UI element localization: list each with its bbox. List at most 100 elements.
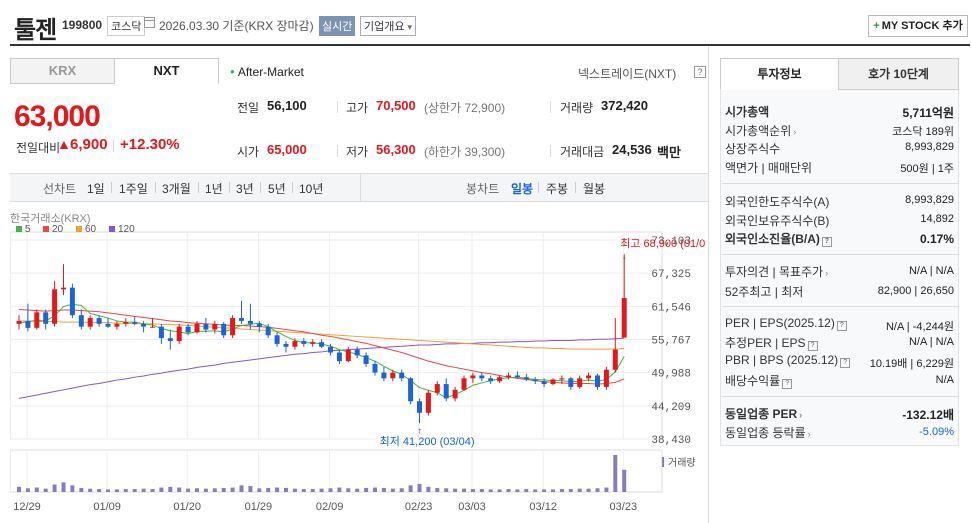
volume-bar xyxy=(515,489,520,492)
volume-bar xyxy=(408,485,413,492)
volume-bar xyxy=(364,487,369,492)
candle-body xyxy=(586,375,592,379)
candle-monthly[interactable]: 월봉 xyxy=(583,182,606,196)
x-tick-label: 02/23 xyxy=(405,501,433,513)
help-icon[interactable]: ? xyxy=(836,321,847,331)
volume-bar xyxy=(444,488,449,492)
help-icon[interactable]: ? xyxy=(840,358,851,368)
tab-investment-info[interactable]: 투자정보 xyxy=(720,58,839,90)
divider xyxy=(155,182,156,193)
nextrade-label: 넥스트레이드(NXT) xyxy=(578,67,677,81)
volume-bar xyxy=(568,489,573,492)
chevron-right-icon: › xyxy=(793,127,797,137)
volume-bar xyxy=(141,488,146,492)
candle-body xyxy=(390,372,396,379)
industry-change-text: 동일업종 등락률 xyxy=(725,426,806,440)
volume-bar xyxy=(613,455,618,492)
candle-weekly[interactable]: 주봉 xyxy=(546,182,569,196)
company-overview-label: 기업개요 xyxy=(364,21,405,33)
market-cap-rank-label[interactable]: 시가총액순위 › xyxy=(725,122,796,139)
pbr-bps-text: PBR | BPS (2025.12) xyxy=(725,353,839,367)
help-icon[interactable]: ? xyxy=(782,379,793,389)
divider xyxy=(337,145,338,157)
tab-order-book[interactable]: 호가 10단계 xyxy=(838,58,959,90)
candle-body xyxy=(61,287,66,290)
period-3y[interactable]: 3년 xyxy=(236,182,254,196)
low-label: 저가 xyxy=(346,145,369,159)
divider xyxy=(550,145,551,157)
candle-body xyxy=(114,323,120,327)
volume-bar xyxy=(52,484,57,492)
volume-bar xyxy=(355,488,360,492)
amount-label: 거래대금 xyxy=(560,145,605,159)
candle-body xyxy=(497,377,503,382)
period-10y[interactable]: 10년 xyxy=(299,182,324,196)
candle-body xyxy=(69,287,75,316)
candle-body xyxy=(479,375,485,379)
candle-body xyxy=(78,315,84,327)
52week-value: 82,900 | 26,650 xyxy=(877,285,954,297)
per-eps-label: PER | EPS(2025.12)? xyxy=(725,316,847,331)
divider xyxy=(292,182,293,193)
volume-bar xyxy=(106,489,110,492)
industry-per-label[interactable]: 동일업종 PER › xyxy=(725,405,802,422)
par-value-label: 액면가 | 매매단위 xyxy=(725,161,813,175)
market-cap-value: 5,711억원 xyxy=(902,106,954,120)
candle-body xyxy=(301,341,307,344)
company-overview-dropdown[interactable]: 기업개요 ▾ xyxy=(360,16,417,36)
candle-body xyxy=(247,320,253,324)
volume-bar xyxy=(373,487,377,492)
realtime-button[interactable]: 실시간 xyxy=(319,16,356,36)
candle-body xyxy=(25,320,31,328)
after-market-label: After-Market xyxy=(230,65,304,79)
current-price: 63,000 xyxy=(14,100,101,133)
volume-bar xyxy=(212,488,217,492)
period-1d[interactable]: 1일 xyxy=(87,182,105,196)
volume-bar xyxy=(61,482,66,492)
volume-bar xyxy=(310,489,315,492)
volume-bar xyxy=(284,487,288,492)
opinion-label[interactable]: 투자의견 | 목표주가 › xyxy=(725,263,828,280)
volume-bar xyxy=(337,487,342,492)
candle-body xyxy=(123,322,129,324)
candle-body xyxy=(105,323,111,327)
volume-bar xyxy=(453,488,458,492)
up-arrow-icon: ↑ xyxy=(417,426,422,437)
candle-body xyxy=(158,326,164,339)
volume-bar xyxy=(551,489,555,492)
x-tick-label: 01/20 xyxy=(173,501,201,513)
help-icon[interactable]: ? xyxy=(807,341,818,351)
legend-label: 120 xyxy=(118,224,135,235)
candle-body xyxy=(150,326,155,328)
ma120-line xyxy=(18,337,625,399)
tab-nxt[interactable]: NXT xyxy=(114,58,219,84)
period-1w[interactable]: 1주일 xyxy=(119,182,148,196)
legend-label: 20 xyxy=(52,224,64,235)
period-5y[interactable]: 5년 xyxy=(268,182,286,196)
open-value: 65,000 xyxy=(267,142,307,157)
help-icon[interactable]: ? xyxy=(694,66,706,78)
stock-chart[interactable]: 73,103 67,325 61,546 55,767 49,988 44,209 38,4… xyxy=(10,210,705,520)
candle-body xyxy=(194,323,200,333)
volume-bar xyxy=(248,486,253,492)
candle-daily[interactable]: 일봉 xyxy=(511,182,534,196)
line-chart-label: 선차트 xyxy=(43,182,77,196)
volume-bar xyxy=(479,489,484,492)
industry-change-label[interactable]: 동일업종 등락률 › xyxy=(725,424,811,441)
volume-bar xyxy=(221,487,226,492)
candle-body xyxy=(577,378,583,387)
foreign-held-value: 14,892 xyxy=(920,213,954,225)
tab-krx[interactable]: KRX xyxy=(10,58,115,84)
chevron-right-icon: › xyxy=(825,268,829,278)
add-my-stock-button[interactable]: + MY STOCK 추가 xyxy=(868,15,968,37)
candle-body xyxy=(212,323,218,330)
help-icon[interactable]: ? xyxy=(821,237,832,247)
volume-bar xyxy=(266,487,271,492)
x-tick-label: 03/03 xyxy=(458,501,486,513)
period-1y[interactable]: 1년 xyxy=(205,182,223,196)
candle-body xyxy=(141,323,147,327)
candle-body xyxy=(87,318,93,327)
period-3m[interactable]: 3개월 xyxy=(162,182,191,196)
candle-body xyxy=(221,323,227,336)
52week-label: 52주최고 | 최저 xyxy=(725,285,804,299)
